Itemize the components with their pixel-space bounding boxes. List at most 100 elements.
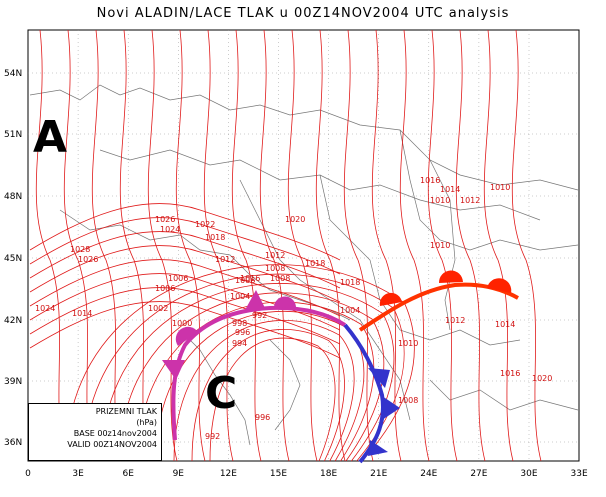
longitude-tick: 21E <box>370 469 387 479</box>
isobar-line <box>315 29 346 462</box>
latitude-ticks: 54N 51N 48N 45N 42N 39N 36N <box>4 69 22 448</box>
isobar-value: 1016 <box>240 274 260 283</box>
latitude-tick: 45N <box>4 254 22 264</box>
isobar-line <box>231 29 262 462</box>
isobar-value: 1010 <box>490 183 510 192</box>
isobar-value: 1014 <box>72 309 92 318</box>
isobar-value: 1018 <box>305 259 325 268</box>
isobar-line <box>119 29 150 462</box>
warm-front-symbol <box>487 278 512 293</box>
longitude-ticks: 0 3E 6E 9E 12E 15E 18E 21E 24E 27E 30E 33E <box>25 469 588 479</box>
longitude-tick: 9E <box>173 469 185 479</box>
isobar-line <box>173 320 355 462</box>
isobar-line <box>29 231 341 289</box>
isobar-line <box>63 29 94 462</box>
isobar-line <box>29 245 341 303</box>
occluded-front-symbol <box>245 290 266 310</box>
latitude-tick: 54N <box>4 69 22 79</box>
isobar-line <box>175 29 206 462</box>
isobar-value: 1022 <box>195 220 215 229</box>
longitude-tick: 30E <box>520 469 537 479</box>
isobar-value: 1024 <box>160 225 180 234</box>
latitude-tick: 36N <box>4 438 22 448</box>
isobar-line <box>343 29 374 462</box>
legend-unit: (hPa) <box>136 418 157 427</box>
isobar-line <box>29 259 341 317</box>
isobar-value: 1012 <box>445 316 465 325</box>
isobar-value: 1018 <box>340 278 360 287</box>
isobar-line <box>455 29 486 462</box>
longitude-tick: 15E <box>270 469 287 479</box>
isobar-value: 1026 <box>155 215 175 224</box>
isobar-value: 1010 <box>430 241 450 250</box>
isobar-value: 1004 <box>230 292 250 301</box>
latitude-tick: 51N <box>4 130 22 140</box>
isobar-value: 1012 <box>265 251 285 260</box>
isobar-value: 1020 <box>285 215 305 224</box>
isobar-value: 1028 <box>70 245 90 254</box>
isobar-line <box>137 301 375 462</box>
isobar-value: 1006 <box>155 284 175 293</box>
map-legend: PRIZEMNI TLAK (hPa) BASE 00z14nov2004 VA… <box>28 403 162 461</box>
isobar-value: 1002 <box>148 304 168 313</box>
isobar-value: 996 <box>255 413 270 422</box>
anticyclone-label: A <box>33 112 67 163</box>
isobar-value: 1006 <box>168 274 188 283</box>
isobar-line <box>29 273 341 331</box>
weather-fronts <box>162 270 519 464</box>
isobar-line <box>29 301 341 359</box>
isobar-line <box>119 292 385 462</box>
longitude-tick: 6E <box>122 469 134 479</box>
legend-base-time: BASE 00z14nov2004 <box>73 429 157 438</box>
isobar-value: 1018 <box>205 233 225 242</box>
isobar-value: 992 <box>252 311 267 320</box>
isobar-value: 998 <box>232 319 247 328</box>
warm-front-symbol <box>379 292 402 306</box>
longitude-tick: 3E <box>72 469 84 479</box>
isobar-line <box>35 29 66 462</box>
isobar-line <box>371 29 402 462</box>
latitude-tick: 42N <box>4 316 22 326</box>
map-frame <box>27 29 580 462</box>
longitude-tick: 0 <box>25 469 31 479</box>
isobar-line <box>483 29 514 462</box>
latitude-tick: 39N <box>4 377 22 387</box>
cold-front-symbol <box>368 368 390 388</box>
isobar-value: 1024 <box>35 304 55 313</box>
longitude-tick: 27E <box>470 469 487 479</box>
map-title: Novi ALADIN/LACE TLAK u 00Z14NOV2004 UTC… <box>96 6 510 21</box>
isobars <box>29 29 542 462</box>
isobar-value: 1004 <box>340 306 360 315</box>
latitude-tick: 48N <box>4 192 22 202</box>
isobar-value: 1020 <box>532 374 552 383</box>
isobar-value: 1016 <box>420 176 440 185</box>
cyclone-label: C <box>205 368 237 419</box>
isobar-line <box>29 287 341 345</box>
isobar-line <box>29 203 341 261</box>
isobar-value: 1008 <box>398 396 418 405</box>
isobar-value: 1008 <box>265 264 285 273</box>
isobar-value: 1016 <box>500 369 520 378</box>
isobar-line <box>203 29 234 462</box>
legend-field-name: PRIZEMNI TLAK <box>95 407 157 416</box>
isobar-value: 1014 <box>440 185 460 194</box>
occluded-front-line <box>171 305 347 441</box>
isobar-value: 1010 <box>398 339 418 348</box>
legend-valid-time: VALID 00Z14NOV2004 <box>67 440 157 449</box>
isobar-line <box>259 29 290 462</box>
isobar-line <box>399 29 430 462</box>
cold-front-symbol <box>382 396 400 420</box>
isobar-value: 1012 <box>460 196 480 205</box>
occluded-front-symbol <box>162 360 185 380</box>
isobar-value: 1014 <box>495 320 515 329</box>
isobar-value: 1008 <box>270 274 290 283</box>
isobar-value: 996 <box>235 328 250 337</box>
isobar-value: 1010 <box>430 196 450 205</box>
longitude-tick: 12E <box>220 469 237 479</box>
longitude-tick: 18E <box>320 469 337 479</box>
isobar-line <box>65 264 415 462</box>
isobar-line <box>91 29 122 462</box>
cold-front-symbol <box>368 440 388 456</box>
